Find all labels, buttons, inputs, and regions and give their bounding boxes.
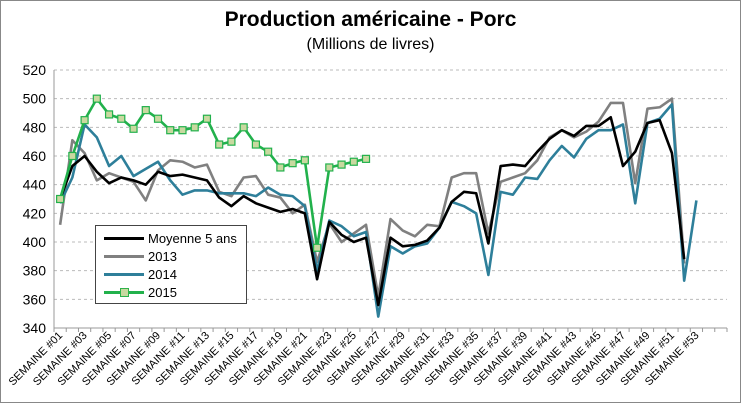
chart-title: Production américaine - Porc (224, 8, 517, 31)
y-tick-label: 360 (23, 291, 47, 307)
data-point-2015 (337, 160, 346, 169)
data-point-2015 (276, 163, 285, 172)
legend-item-moyenne: Moyenne 5 ans (104, 229, 237, 247)
data-point-2015 (312, 243, 322, 252)
y-tick-label: 380 (23, 263, 47, 279)
y-tick-label: 520 (23, 62, 47, 78)
legend-label: 2015 (148, 284, 177, 300)
data-point-2015 (178, 126, 187, 135)
data-point-2015 (361, 154, 371, 163)
legend-swatch (104, 254, 144, 258)
legend-swatch (104, 287, 144, 297)
y-tick-label: 340 (23, 320, 47, 336)
legend-item-2015: 2015 (104, 283, 177, 301)
series-line-2013 (58, 97, 686, 298)
square-marker-icon (120, 287, 129, 297)
y-tick-label: 420 (23, 205, 47, 221)
chart-subtitle: (Millions de livres) (306, 36, 435, 53)
legend-label: 2013 (148, 248, 177, 264)
data-point-2015 (202, 114, 212, 123)
legend-swatch (104, 236, 144, 240)
legend-item-2014: 2014 (104, 265, 177, 283)
legend-item-2013: 2013 (104, 247, 177, 265)
y-tick-label: 440 (23, 177, 47, 193)
data-point-2015 (215, 140, 224, 149)
data-point-2015 (300, 156, 309, 165)
y-tick-label: 460 (23, 148, 47, 164)
data-point-2015 (166, 126, 175, 135)
data-point-2015 (141, 106, 150, 115)
legend: Moyenne 5 ans 2013 2014 2015 (95, 225, 247, 304)
data-point-2015 (129, 124, 138, 133)
legend-label: 2014 (148, 266, 177, 282)
data-point-2015 (288, 159, 297, 168)
y-tick-label: 400 (23, 234, 47, 250)
data-point-2015 (56, 194, 65, 204)
data-point-2015 (264, 147, 273, 156)
data-point-2015 (251, 140, 260, 149)
data-point-2015 (104, 110, 114, 119)
data-point-2015 (153, 114, 163, 123)
data-point-2015 (325, 163, 334, 172)
data-point-2015 (349, 157, 358, 166)
y-tick-label: 500 (23, 91, 47, 107)
legend-swatch (104, 272, 144, 276)
data-point-2015 (68, 151, 77, 161)
data-point-2015 (190, 123, 199, 132)
y-tick-label: 480 (23, 119, 47, 135)
data-point-2015 (117, 114, 126, 123)
data-point-2015 (80, 116, 89, 125)
data-point-2015 (92, 94, 101, 103)
data-point-2015 (239, 123, 248, 132)
series-line-moyenne-5-ans (58, 116, 686, 307)
legend-label: Moyenne 5 ans (148, 230, 237, 246)
data-point-2015 (227, 137, 236, 146)
